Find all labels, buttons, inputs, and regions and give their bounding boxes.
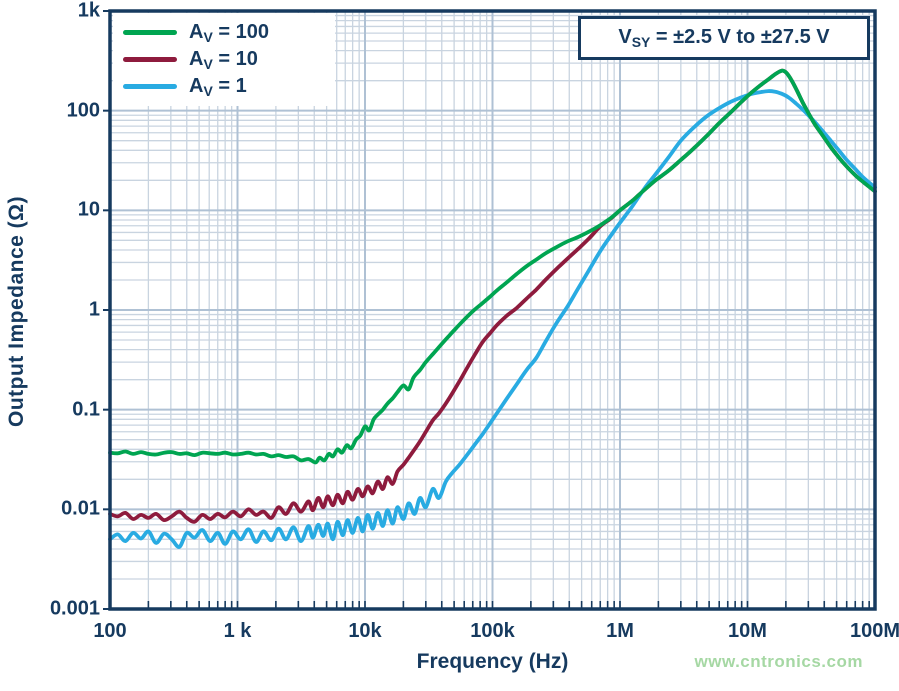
x-tick-label: 10k [348,620,382,642]
y-tick-label: 100 [66,99,100,122]
supply-voltage-annotation: VSY = ±2.5 V to ±27.5 V [578,16,870,60]
y-tick-label: 10 [77,198,100,221]
y-tick-label: 0.1 [72,398,100,421]
legend: AV = 100 AV = 10 AV = 1 [113,13,335,106]
y-tick-label: 0.001 [49,597,100,620]
supply-voltage-text: VSY = ±2.5 V to ±27.5 V [618,26,830,50]
legend-label: AV = 10 [189,47,258,72]
legend-item: AV = 100 [123,19,331,46]
x-tick-label: 1 k [223,620,252,642]
plot-frame [108,9,877,611]
x-tick-label: 100 [93,620,127,642]
y-tick-label: 0.01 [61,497,100,520]
x-tick-label: 1M [606,620,634,642]
legend-swatch-line [123,57,177,62]
y-tick-label: 1 [88,298,100,321]
legend-swatch-line [123,84,177,89]
legend-label: AV = 100 [189,20,269,45]
x-tick-label: 10M [728,620,767,642]
y-tick-label: 1k [77,0,100,22]
legend-label: AV = 1 [189,74,247,99]
series-curve-av-100 [108,68,877,465]
x-tick-label: 100M [849,620,899,642]
x-tick-label: 100k [470,620,515,642]
legend-item: AV = 1 [123,73,331,100]
x-axis-title: Frequency (Hz) [416,650,569,673]
legend-swatch-line [123,30,177,35]
legend-item: AV = 10 [123,46,331,73]
watermark: www.cntronics.com [694,652,863,671]
